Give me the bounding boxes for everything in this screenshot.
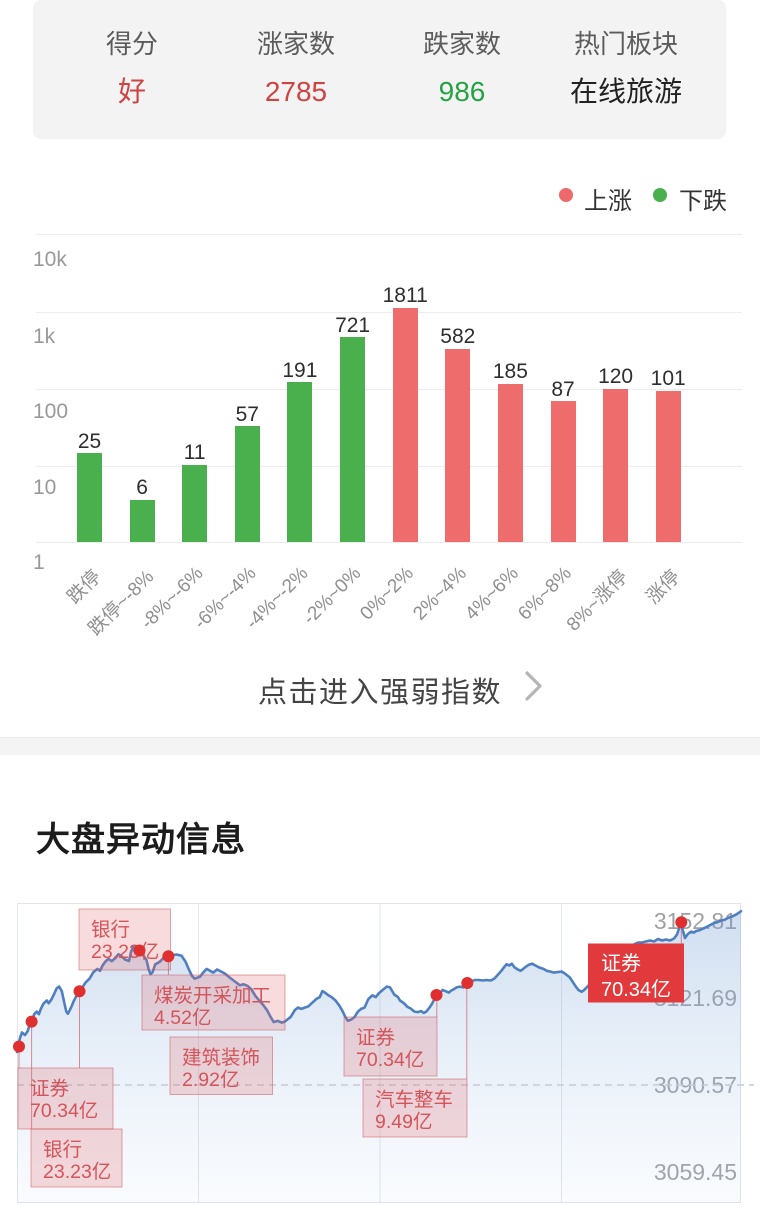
svg-text:9.49亿: 9.49亿 (375, 1111, 432, 1133)
svg-text:银行: 银行 (43, 1139, 82, 1161)
svg-text:23.23亿: 23.23亿 (43, 1161, 111, 1183)
svg-text:证券: 证券 (601, 952, 641, 975)
svg-text:煤炭开采加工: 煤炭开采加工 (154, 985, 271, 1007)
svg-text:银行: 银行 (91, 919, 130, 941)
svg-text:证券: 证券 (356, 1027, 395, 1049)
svg-text:4.52亿: 4.52亿 (154, 1007, 211, 1029)
svg-text:建筑装饰: 建筑装饰 (182, 1047, 260, 1069)
svg-text:2.92亿: 2.92亿 (182, 1069, 239, 1091)
svg-text:70.34亿: 70.34亿 (356, 1049, 424, 1071)
svg-text:70.34亿: 70.34亿 (30, 1100, 98, 1122)
svg-text:证券: 证券 (30, 1078, 69, 1100)
svg-text:23.23亿: 23.23亿 (91, 941, 159, 963)
svg-text:70.34亿: 70.34亿 (601, 978, 671, 1001)
svg-text:汽车整车: 汽车整车 (375, 1089, 453, 1111)
